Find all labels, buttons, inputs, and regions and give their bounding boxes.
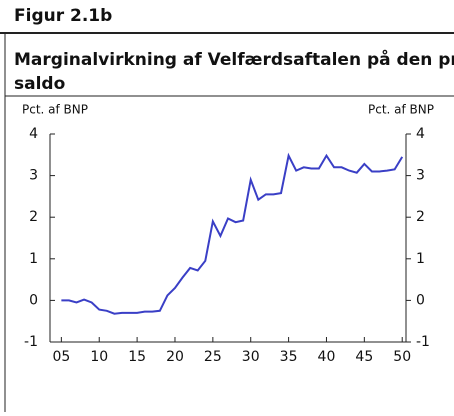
x-tick-label: 05 (52, 349, 70, 365)
y-tick-label: -1 (24, 334, 38, 350)
y-tick-label: 4 (29, 126, 38, 142)
x-tick-label: 50 (393, 349, 411, 365)
data-line (61, 152, 404, 315)
x-tick-label: 35 (280, 349, 298, 365)
y2-tick-label: 3 (416, 168, 425, 184)
figure-number: Figur 2.1b (14, 6, 112, 26)
x-tick-label: 30 (242, 349, 260, 365)
x-tick-label: 25 (204, 349, 222, 365)
y-tick-label: 2 (29, 209, 38, 225)
y-axis-label: Pct. af BNP (22, 103, 88, 117)
chart-title: Marginalvirkning af Velfærdsaftalen på d… (14, 48, 454, 94)
x-tick-label: 20 (166, 349, 184, 365)
y2-tick-label: 4 (416, 126, 425, 142)
y2-tick-label: 1 (416, 251, 425, 267)
y2-tick-label: 0 (416, 292, 425, 308)
y-tick-label: 1 (29, 251, 38, 267)
x-tick-label: 45 (355, 349, 373, 365)
x-tick-label: 15 (128, 349, 146, 365)
y-tick-label: 3 (29, 168, 38, 184)
x-tick-label: 10 (90, 349, 108, 365)
x-tick-label: 40 (318, 349, 336, 365)
y2-tick-label: -1 (416, 334, 430, 350)
y-tick-label: 0 (29, 292, 38, 308)
y2-axis-label: Pct. af BNP (368, 103, 434, 117)
y2-tick-label: 2 (416, 209, 425, 225)
